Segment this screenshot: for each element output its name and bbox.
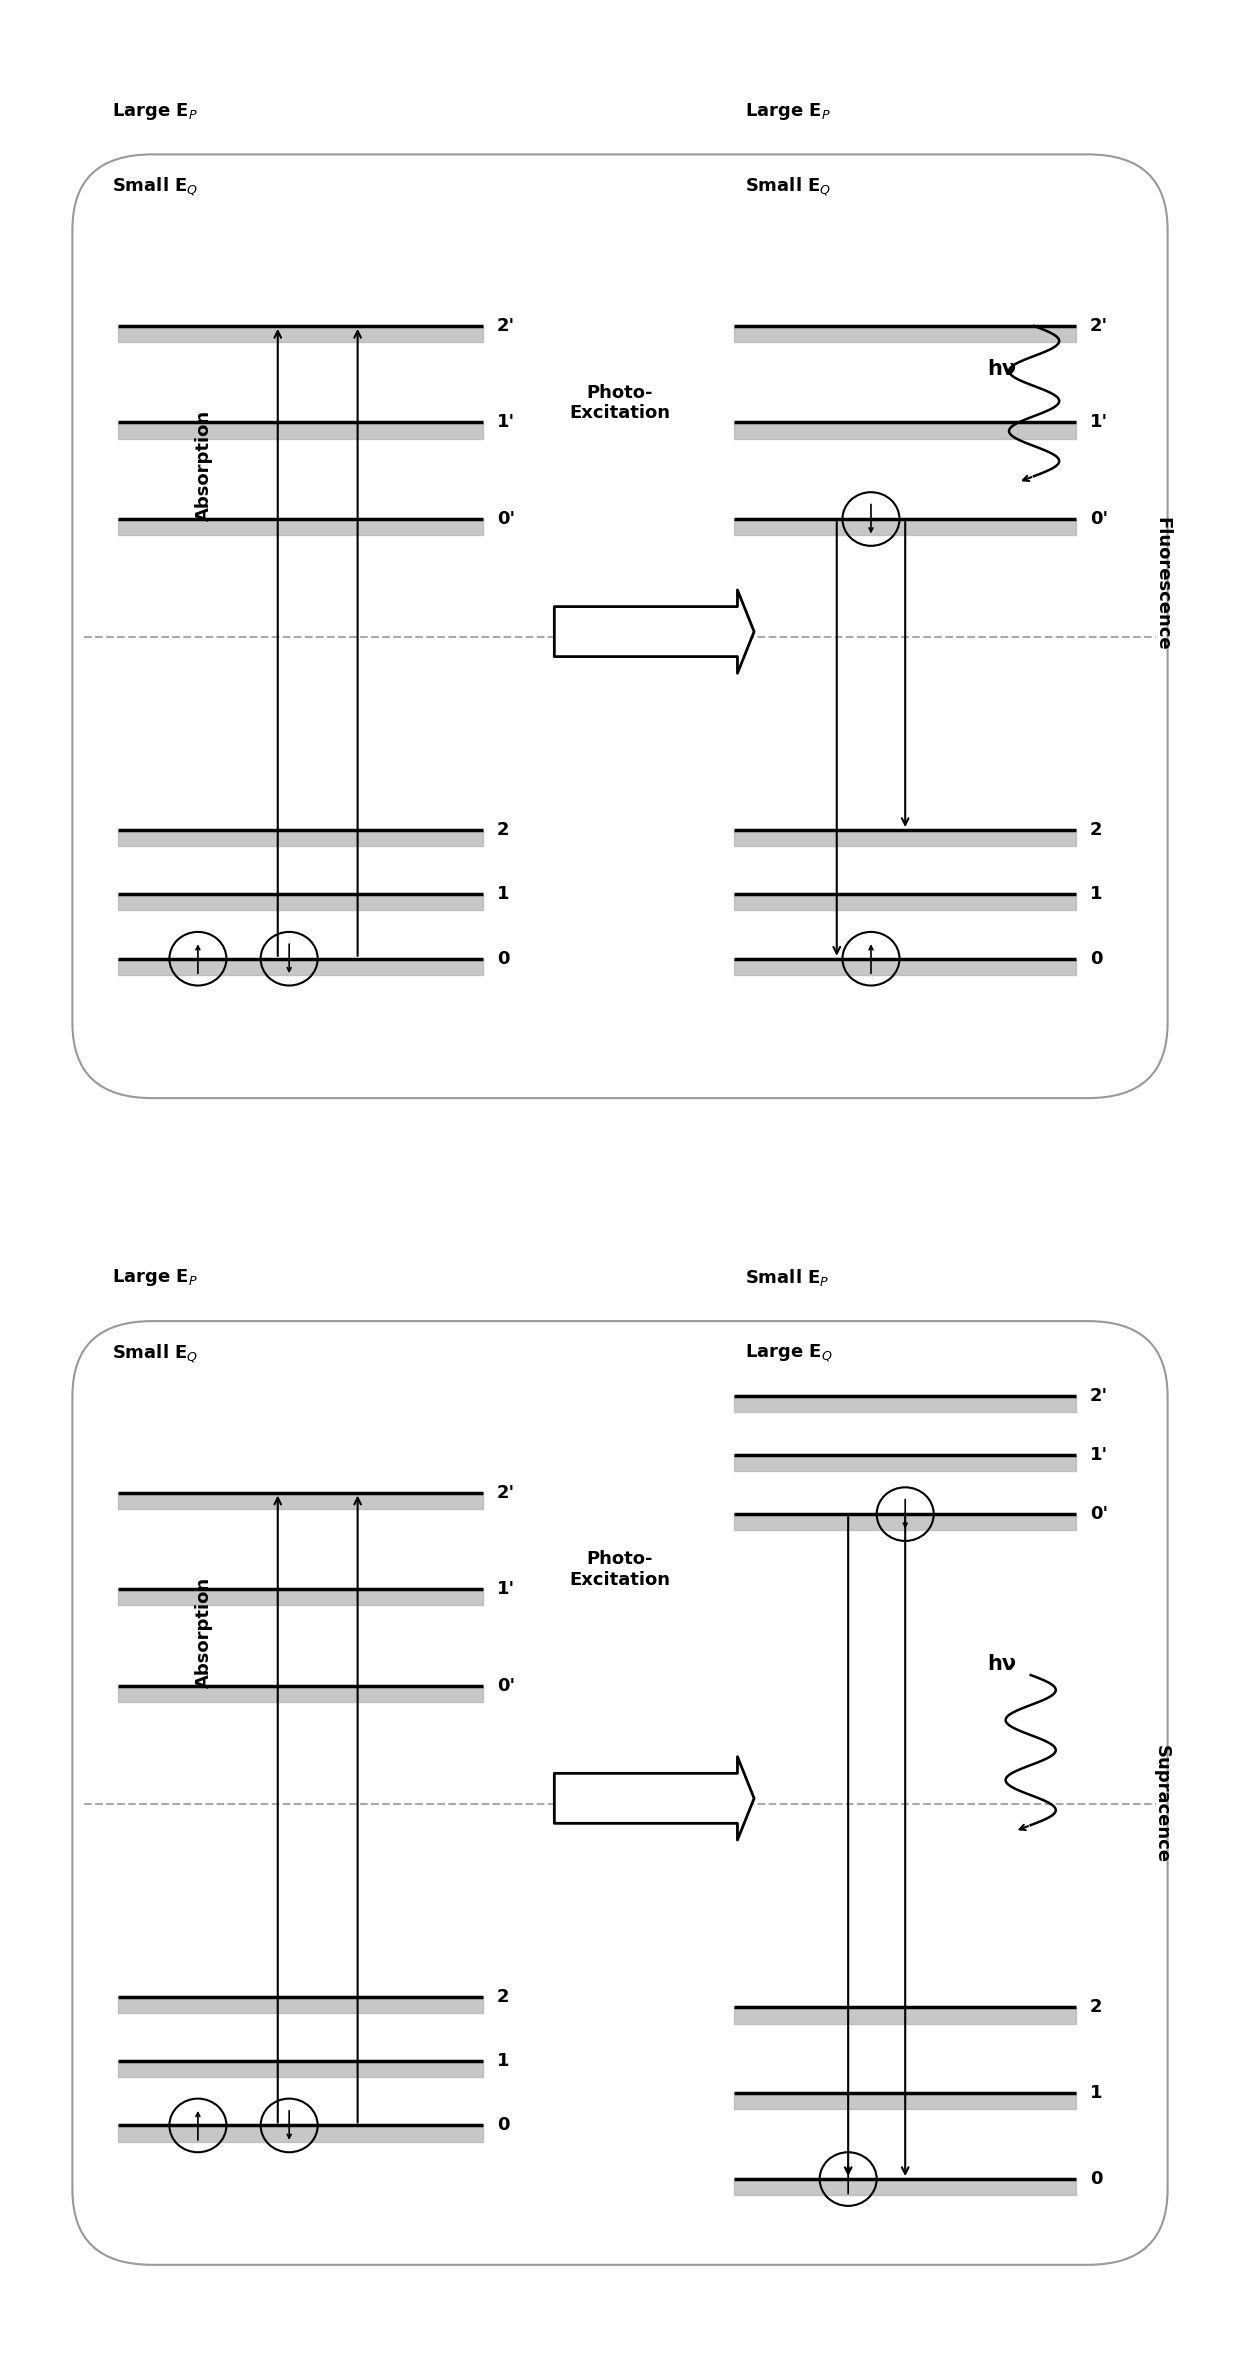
Text: Absorption: Absorption — [195, 1577, 212, 1688]
Text: 0: 0 — [497, 950, 510, 969]
Text: Absorption: Absorption — [195, 410, 212, 521]
Text: 0: 0 — [1090, 2171, 1102, 2187]
Text: 0': 0' — [497, 1676, 515, 1695]
Text: 1': 1' — [497, 412, 515, 431]
Text: Photo-
Excitation: Photo- Excitation — [569, 384, 671, 422]
Text: 1': 1' — [497, 1579, 515, 1598]
Text: Large E$_P$: Large E$_P$ — [113, 1268, 198, 1289]
Text: 1: 1 — [1090, 2084, 1102, 2102]
Text: 0: 0 — [497, 2117, 510, 2135]
Text: Small E$_P$: Small E$_P$ — [745, 1268, 830, 1289]
Text: Large E$_P$: Large E$_P$ — [113, 101, 198, 123]
Text: 0': 0' — [1090, 509, 1109, 528]
Text: Fluorescence: Fluorescence — [1153, 516, 1171, 651]
Text: Small E$_Q$: Small E$_Q$ — [745, 177, 832, 198]
FancyBboxPatch shape — [72, 1320, 1168, 2265]
Text: 1': 1' — [1090, 1447, 1109, 1464]
Text: 0': 0' — [497, 509, 515, 528]
Text: Small E$_Q$: Small E$_Q$ — [113, 177, 198, 198]
Text: 2': 2' — [497, 1483, 515, 1501]
Text: 1': 1' — [1090, 412, 1109, 431]
Text: 2: 2 — [1090, 820, 1102, 839]
Text: Supracence: Supracence — [1153, 1744, 1171, 1862]
Text: 0: 0 — [1090, 950, 1102, 969]
Text: 2: 2 — [497, 1987, 510, 2006]
Text: hν: hν — [987, 1655, 1017, 1673]
Text: 1: 1 — [497, 886, 510, 903]
Text: 2': 2' — [1090, 316, 1109, 335]
Text: Large E$_Q$: Large E$_Q$ — [745, 1343, 833, 1365]
FancyBboxPatch shape — [72, 156, 1168, 1098]
Text: Photo-
Excitation: Photo- Excitation — [569, 1551, 671, 1589]
Text: 2': 2' — [1090, 1388, 1109, 1405]
Text: hν: hν — [987, 358, 1017, 379]
Text: 2: 2 — [497, 820, 510, 839]
Text: Small E$_Q$: Small E$_Q$ — [113, 1343, 198, 1365]
Text: 1: 1 — [497, 2053, 510, 2069]
Text: Large E$_P$: Large E$_P$ — [745, 101, 831, 123]
Text: 2: 2 — [1090, 1999, 1102, 2018]
Text: 2': 2' — [497, 316, 515, 335]
Text: 1: 1 — [1090, 886, 1102, 903]
Text: 0': 0' — [1090, 1506, 1109, 1523]
